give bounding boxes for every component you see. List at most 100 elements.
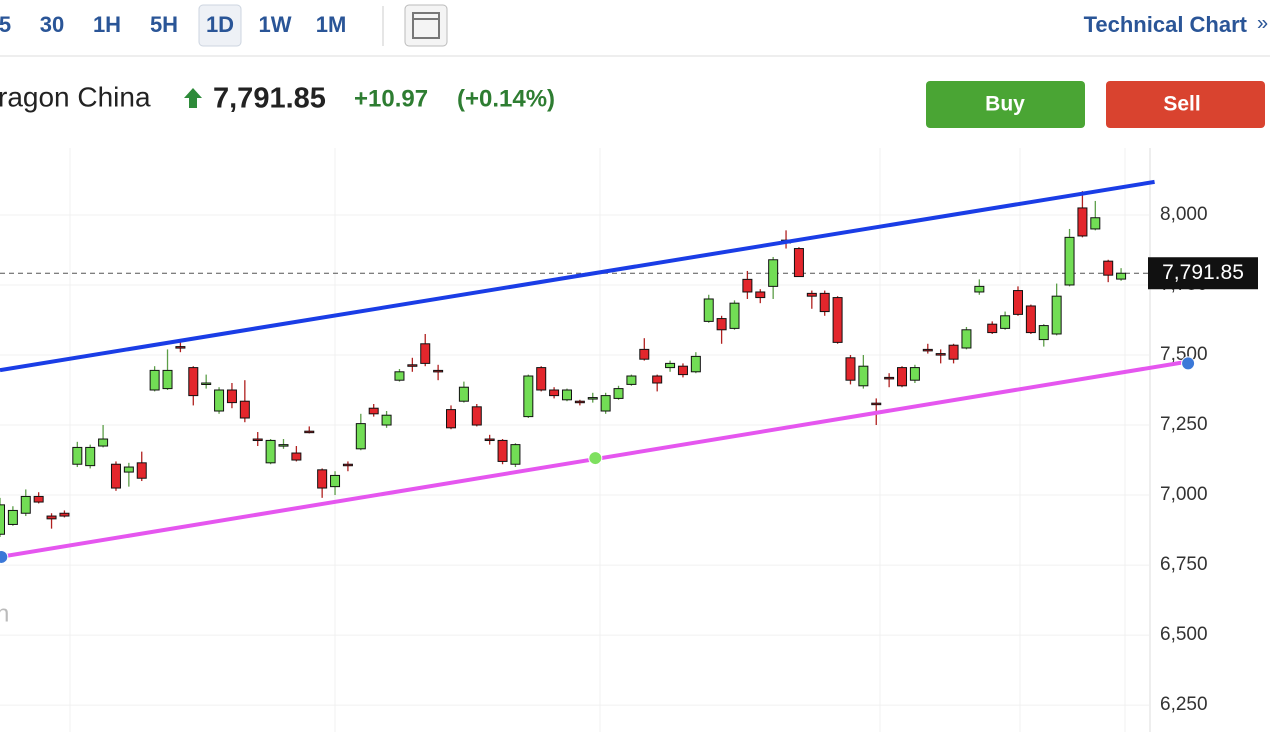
candle-body (1090, 217, 1101, 230)
candle-body (1064, 236, 1075, 286)
buy-button[interactable] (926, 81, 1085, 128)
candle-body (768, 259, 779, 287)
price-tag-label: 7,791.85 (1162, 261, 1244, 284)
candle-body (819, 292, 830, 313)
interval[interactable]: 1D (206, 12, 234, 37)
anchor-point (588, 451, 603, 466)
candle-body (342, 463, 353, 467)
candle-body (368, 407, 379, 415)
interval[interactable]: 5H (150, 12, 178, 37)
candle-body (793, 248, 804, 278)
candle-body (961, 329, 972, 349)
y-tick-label: 6,250 (1160, 694, 1208, 715)
anchor-point (1181, 356, 1196, 371)
candle-body (420, 343, 431, 364)
candle-body (175, 346, 186, 349)
interval[interactable]: 5 (0, 12, 11, 37)
candle-body (1051, 295, 1062, 335)
y-tick-label: 6,750 (1160, 554, 1208, 575)
candle-body (1103, 260, 1114, 276)
interval[interactable]: 1H (93, 12, 121, 37)
candle-body (149, 369, 160, 391)
candle-body (46, 515, 57, 520)
layout-button[interactable] (404, 4, 448, 47)
candle-body (677, 365, 688, 376)
candle-body (433, 369, 444, 373)
candle-body (98, 438, 109, 447)
candle-body (703, 298, 714, 322)
candle-body (858, 365, 869, 387)
candle-body (561, 389, 572, 401)
candle-body (471, 406, 482, 426)
technical-chart-link[interactable]: Technical Chart (1084, 12, 1248, 37)
plot (0, 191, 1149, 706)
candle-body (742, 278, 753, 293)
interval[interactable]: 1W (259, 12, 292, 37)
toolbar: 5 30 1H 5H 1D 1W 1M (0, 12, 346, 37)
candle-body (317, 469, 328, 489)
candle-body (85, 446, 96, 467)
candle-body (188, 367, 199, 397)
candle-body (20, 495, 31, 514)
candle-body (549, 389, 560, 397)
candle-body (201, 382, 212, 386)
candle-body (1116, 272, 1127, 280)
candle-body (291, 452, 302, 461)
sell-button[interactable] (1106, 81, 1265, 128)
price: 7,791.85 (213, 83, 326, 115)
candle-body (458, 386, 469, 402)
candle-body (922, 348, 933, 352)
candle-body (755, 291, 766, 299)
candle-body (716, 318, 727, 331)
candle-body (59, 512, 70, 517)
candle-body (639, 348, 650, 360)
candle-body (600, 395, 611, 412)
candle-body (33, 495, 44, 503)
candle-body (574, 400, 585, 404)
candle-body (523, 375, 534, 418)
candle-body (252, 438, 263, 442)
sell-label: Sell (1163, 93, 1200, 116)
y-tick-label: 7,250 (1160, 414, 1208, 435)
candle-body (484, 438, 495, 442)
candle-body (1000, 315, 1011, 329)
change: +10.97 (354, 85, 428, 112)
change-pct: (+0.14%) (457, 85, 555, 112)
candle-body (226, 389, 237, 404)
candle-body (935, 353, 946, 356)
candle-body (394, 371, 405, 381)
price-tag (1148, 257, 1258, 290)
candle-body (974, 285, 985, 293)
candle-body (110, 463, 121, 489)
candle-body (1038, 325, 1049, 341)
candle-body (690, 355, 701, 373)
candle-body (304, 430, 315, 434)
up-arrow (184, 88, 202, 108)
layout-icon (412, 12, 440, 39)
candle-body (536, 367, 547, 391)
candle-body (72, 446, 83, 465)
overlay: 6,2506,5006,7507,0007,2507,5007,7508,000… (0, 179, 1258, 715)
candle-body (652, 375, 663, 384)
buy-label: Buy (985, 93, 1025, 116)
candle-body (665, 362, 676, 369)
candle-body (884, 376, 895, 380)
candle-body (0, 504, 5, 535)
candle-body (446, 409, 457, 429)
instrument-name: ragon China (0, 81, 151, 112)
candle-body (897, 367, 908, 387)
y-tick-label: 7,500 (1160, 344, 1208, 365)
v-grid (69, 148, 1126, 732)
candle-body (214, 389, 225, 412)
interval[interactable]: 1M (316, 12, 347, 37)
candle-body (832, 297, 843, 343)
interval[interactable]: 30 (40, 12, 64, 37)
candle-body (239, 400, 250, 419)
candle-body (1012, 290, 1023, 315)
candle-body (136, 462, 147, 479)
candle-body (497, 439, 508, 462)
y-tick-label: 8,000 (1160, 204, 1208, 225)
candle-body (407, 364, 418, 367)
candle-body (7, 509, 18, 525)
candle-body (162, 369, 173, 390)
